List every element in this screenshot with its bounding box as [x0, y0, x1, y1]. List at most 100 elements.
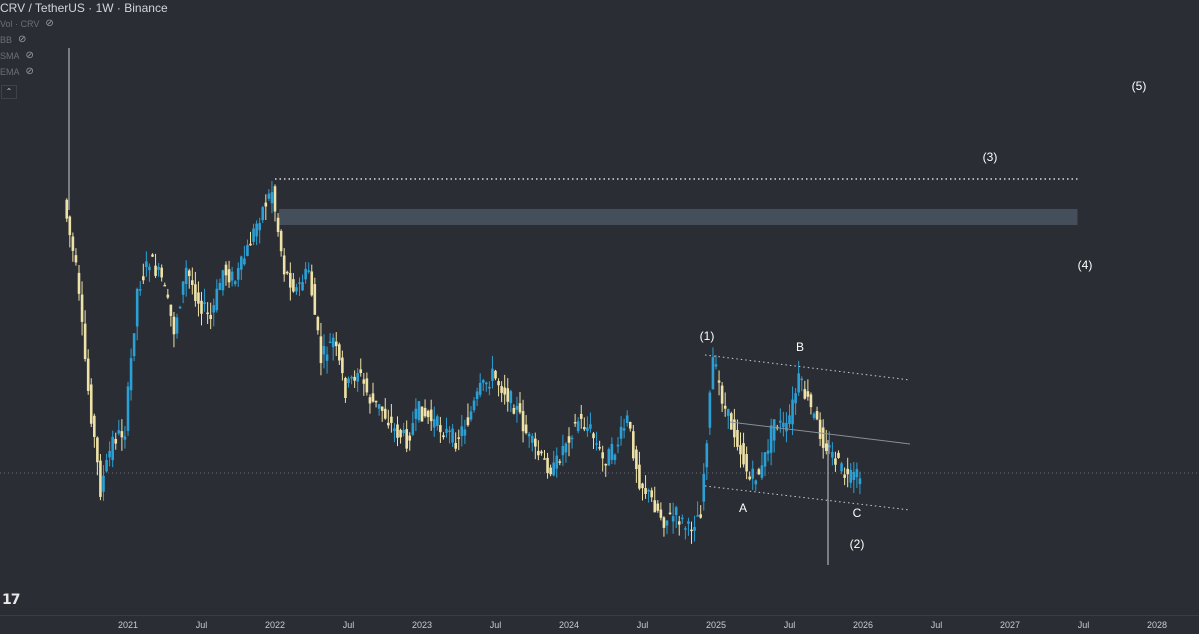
candle-body — [671, 516, 675, 522]
candle-body — [828, 445, 831, 448]
candle-body — [684, 528, 687, 530]
candle-body — [665, 520, 669, 526]
candle-body — [289, 272, 292, 288]
candle-body — [546, 457, 549, 474]
channel-lower-line — [704, 485, 911, 511]
candle-body — [485, 382, 488, 385]
candle-body — [365, 378, 369, 393]
candle-body — [788, 415, 791, 424]
candle-body — [812, 413, 816, 418]
candle-body — [310, 271, 314, 296]
candle-body — [383, 408, 387, 419]
candle-body — [748, 476, 751, 480]
candle-body — [350, 376, 353, 379]
candle-body — [126, 386, 130, 431]
candle-body — [178, 306, 182, 309]
candle-body — [334, 341, 338, 347]
candle-body — [71, 236, 75, 251]
candle-body — [824, 443, 828, 451]
candle-body — [356, 373, 359, 382]
candle-body — [420, 406, 424, 422]
candle-body — [705, 443, 709, 468]
candle-body — [491, 368, 494, 381]
candle-body — [301, 282, 304, 291]
eye-off-icon[interactable]: ⊘ — [25, 50, 34, 61]
candle-body — [200, 300, 203, 314]
candle-body — [252, 228, 255, 242]
candle-body — [408, 435, 412, 441]
candle-body — [117, 430, 121, 434]
candle-body — [837, 452, 840, 458]
x-tick-label: 2025 — [706, 620, 726, 630]
candle-body — [677, 521, 681, 525]
channel-mid-line — [729, 421, 911, 445]
candle-body — [469, 411, 473, 420]
candle-body — [601, 452, 604, 459]
candle-body — [766, 450, 770, 454]
x-tick-label: 2022 — [265, 620, 285, 630]
candle-body — [708, 392, 712, 428]
candle-body — [540, 451, 543, 454]
candle-body — [699, 514, 702, 518]
candle-body — [561, 445, 565, 456]
candle-body — [209, 315, 212, 319]
candle-body — [840, 463, 843, 472]
candle-body — [102, 475, 105, 492]
candle-body — [390, 416, 393, 423]
indicator-vol[interactable]: Vol · CRV ⊘ — [0, 16, 168, 32]
candle-body — [610, 443, 614, 460]
candle-body — [368, 397, 372, 404]
collapse-legend-button[interactable]: ⌃ — [1, 85, 17, 99]
candle-body — [739, 445, 742, 455]
candle-body — [803, 389, 807, 399]
eye-off-icon[interactable]: ⊘ — [45, 18, 54, 29]
candle-body — [564, 443, 568, 453]
indicator-bb[interactable]: BB ⊘ — [0, 32, 168, 48]
candle-body — [503, 387, 506, 395]
indicator-ema[interactable]: EMA ⊘ — [0, 64, 168, 80]
candle-body — [120, 431, 124, 438]
candle-body — [681, 517, 684, 520]
candle-body — [261, 207, 265, 221]
candle-body — [233, 281, 237, 285]
candle-body — [714, 364, 718, 367]
eye-off-icon[interactable]: ⊘ — [18, 34, 27, 45]
candle-body — [111, 436, 114, 461]
candle-body — [834, 458, 837, 465]
wave-label: (2) — [850, 537, 865, 551]
indicator-sma[interactable]: SMA ⊘ — [0, 48, 168, 64]
eye-off-icon[interactable]: ⊘ — [25, 66, 34, 77]
candle-body — [497, 381, 500, 386]
candle-body — [439, 425, 442, 433]
candle-body — [745, 454, 748, 472]
candle-body — [347, 378, 350, 383]
x-tick-label: 2026 — [853, 620, 873, 630]
candle-body — [181, 281, 185, 295]
candle-body — [736, 429, 739, 447]
x-tick-label: Jul — [931, 620, 943, 630]
candle-body — [475, 391, 479, 400]
symbol-title[interactable]: CRV / TetherUS · 1W · Binance — [0, 1, 168, 15]
candle-body — [429, 409, 433, 422]
candle-body — [668, 512, 672, 515]
candle-body — [105, 460, 108, 472]
candle-body — [674, 507, 678, 516]
x-tick-label: Jul — [1078, 620, 1090, 630]
candle-body — [589, 424, 592, 429]
candle-body — [442, 435, 445, 438]
candle-body — [331, 337, 335, 348]
time-axis-divider — [0, 615, 1199, 616]
candle-body — [849, 469, 853, 483]
candle-body — [264, 202, 268, 207]
candle-body — [393, 428, 396, 432]
candle-body — [83, 323, 87, 359]
x-tick-label: 2028 — [1147, 620, 1167, 630]
candle-body — [322, 346, 326, 355]
candle-body — [172, 316, 176, 335]
candle-body — [800, 378, 804, 381]
candle-body — [166, 294, 170, 298]
candle-body — [512, 408, 516, 414]
candle-body — [371, 393, 375, 402]
candle-body — [423, 407, 427, 417]
